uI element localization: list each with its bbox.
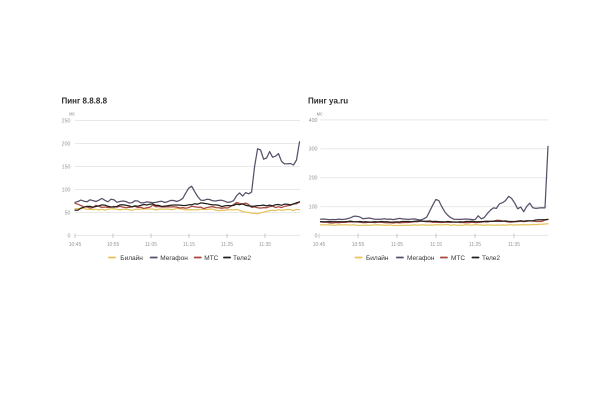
svg-text:11:05: 11:05 <box>145 242 157 248</box>
svg-text:400: 400 <box>309 118 318 124</box>
svg-text:250: 250 <box>62 118 71 124</box>
svg-text:0: 0 <box>68 233 71 239</box>
svg-text:мс: мс <box>317 112 323 118</box>
svg-text:Теле2: Теле2 <box>482 255 500 262</box>
svg-text:150: 150 <box>62 164 71 170</box>
svg-text:Теле2: Теле2 <box>233 255 251 262</box>
svg-text:Пинг ya.ru: Пинг ya.ru <box>308 97 348 106</box>
svg-text:100: 100 <box>62 187 71 193</box>
svg-text:200: 200 <box>309 176 318 182</box>
svg-text:Мегафон: Мегафон <box>407 255 435 262</box>
svg-text:100: 100 <box>309 205 318 211</box>
svg-text:Пинг 8.8.8.8: Пинг 8.8.8.8 <box>62 97 108 106</box>
svg-text:10:55: 10:55 <box>107 242 120 248</box>
svg-text:11:35: 11:35 <box>259 242 271 248</box>
svg-text:Билайн: Билайн <box>120 254 143 262</box>
svg-text:Мегафон: Мегафон <box>160 255 188 262</box>
svg-text:11:15: 11:15 <box>430 242 442 248</box>
svg-text:11:05: 11:05 <box>391 242 403 248</box>
svg-text:11:35: 11:35 <box>508 242 520 248</box>
svg-text:11:15: 11:15 <box>183 242 195 248</box>
svg-text:мс: мс <box>69 112 75 118</box>
svg-text:300: 300 <box>309 147 318 153</box>
svg-text:10:45: 10:45 <box>313 242 326 248</box>
svg-text:11:25: 11:25 <box>221 242 233 248</box>
svg-text:МТС: МТС <box>451 255 465 262</box>
svg-text:50: 50 <box>65 210 71 216</box>
svg-text:10:45: 10:45 <box>69 242 82 248</box>
svg-text:10:55: 10:55 <box>352 242 365 248</box>
svg-text:Билайн: Билайн <box>366 254 389 262</box>
svg-text:0: 0 <box>315 233 318 239</box>
svg-text:МТС: МТС <box>204 255 218 262</box>
svg-text:11:25: 11:25 <box>469 242 481 248</box>
svg-text:200: 200 <box>62 141 71 147</box>
